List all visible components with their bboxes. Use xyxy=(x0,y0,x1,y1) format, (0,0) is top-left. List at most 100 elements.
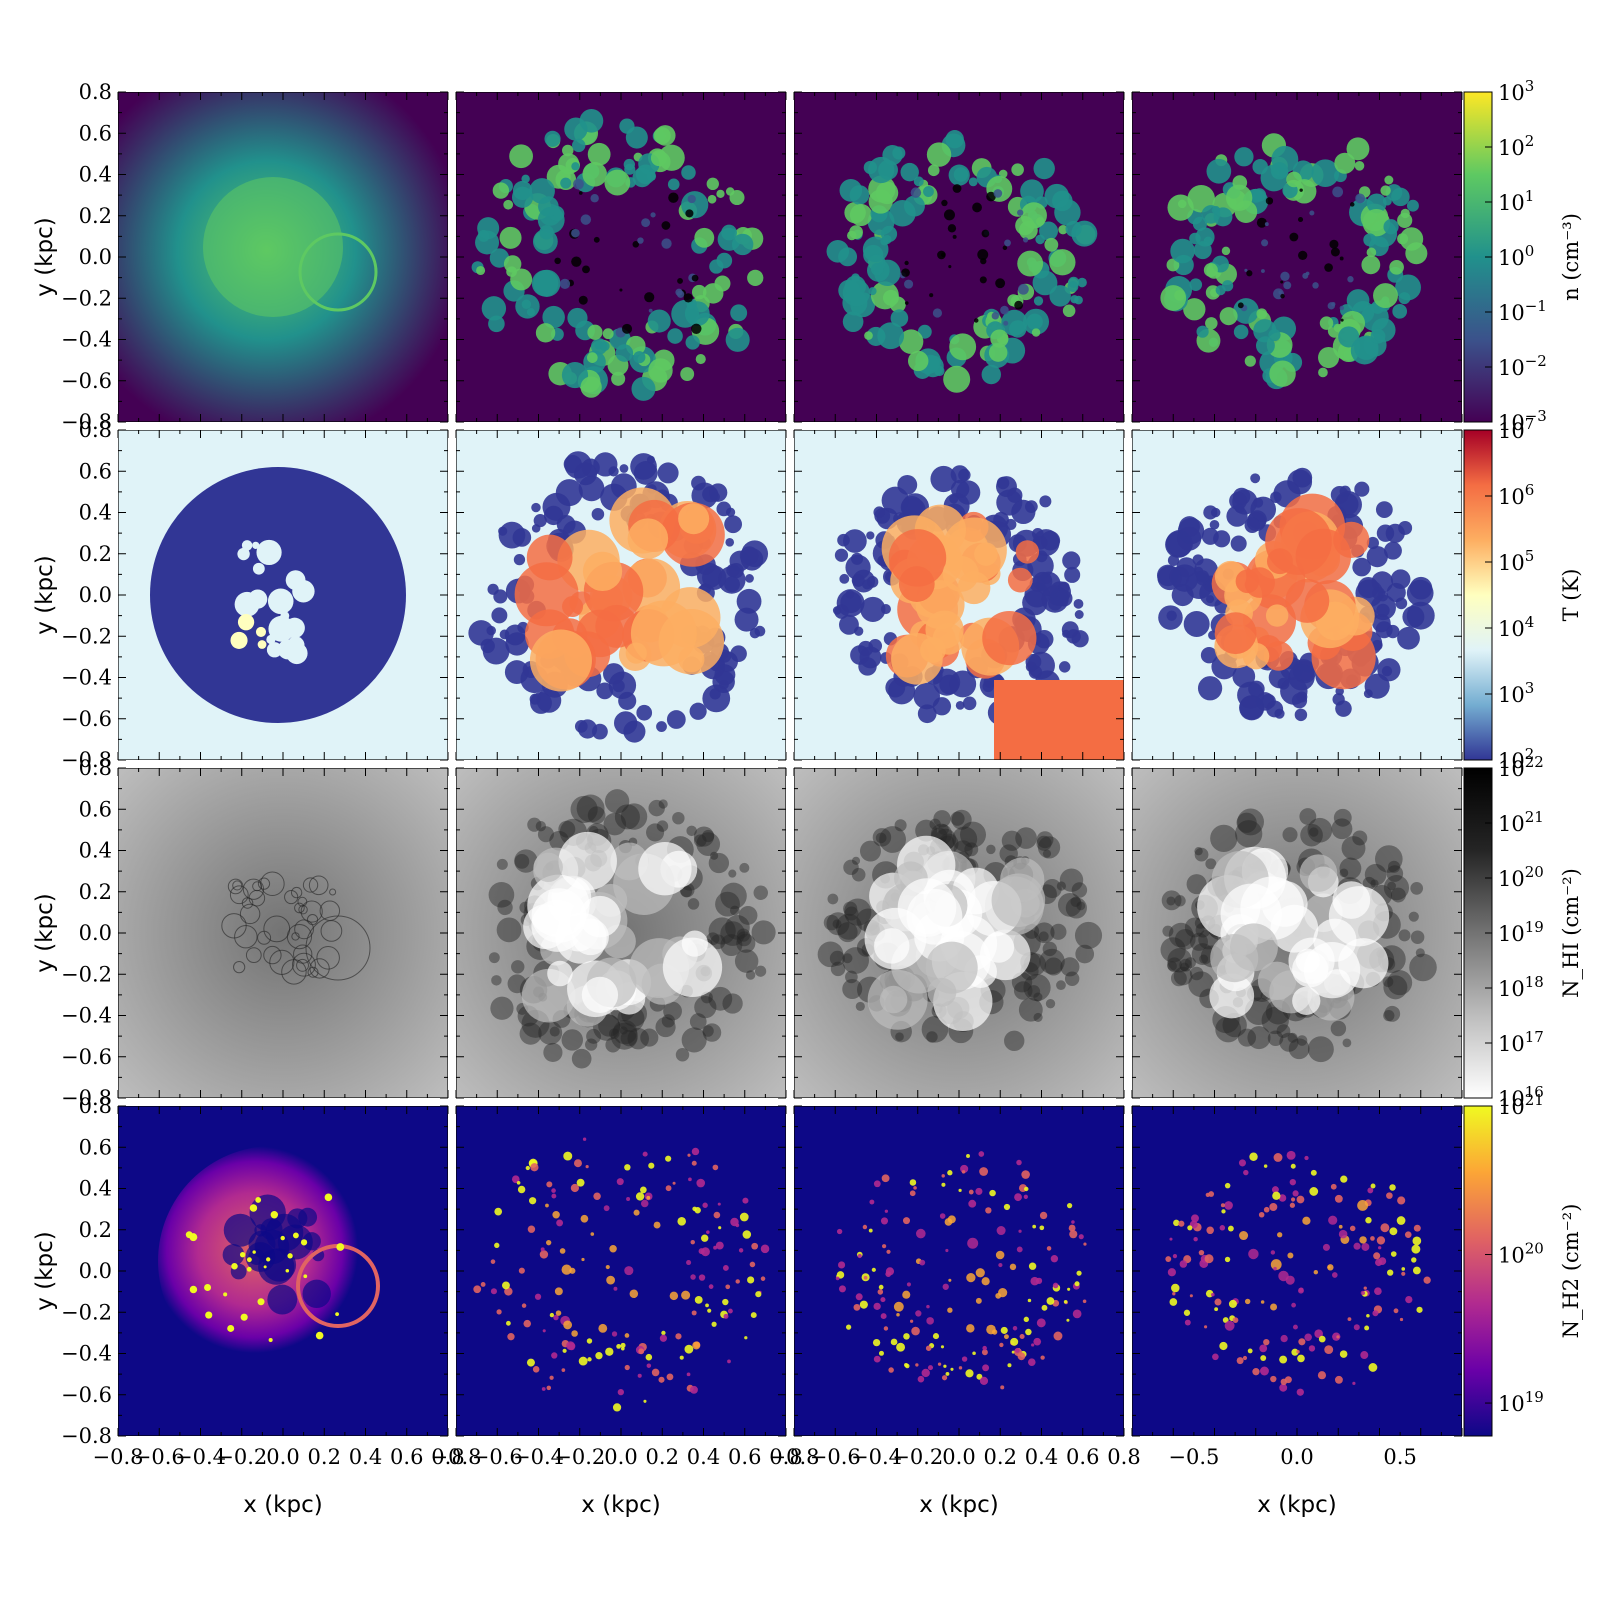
y-axis-label: y (kpc) xyxy=(32,893,58,972)
y-tick-label: −0.6 xyxy=(61,369,112,393)
x-tick-label: −0.2 xyxy=(892,1445,943,1469)
frame-ticks xyxy=(455,91,787,423)
frame-ticks xyxy=(455,767,787,1099)
colorbar-tick-label: 10−3 xyxy=(1498,407,1547,435)
x-tick-label: 0.6 xyxy=(390,1445,423,1469)
colorbar-row-2: 107 106 105 104 103 102 T (K) xyxy=(1463,415,1583,773)
y-tick-label: 0.6 xyxy=(79,121,112,145)
x-tick-label: 0.8 xyxy=(769,1445,802,1469)
colorbar-label: n (cm⁻³) xyxy=(1559,213,1583,301)
y-tick-label: 0.8 xyxy=(79,1094,112,1118)
colorbar-tick-label: 102 xyxy=(1498,132,1534,160)
y-tick-label: 0.2 xyxy=(79,880,112,904)
y-tick-label: −0.2 xyxy=(61,962,112,986)
y-tick-label: −0.4 xyxy=(61,1004,112,1028)
y-tick-label: 0.4 xyxy=(79,501,112,525)
y-tick-label: 0.4 xyxy=(79,1177,112,1201)
x-tick-label: 0.0 xyxy=(1280,1445,1313,1469)
colorbar-tick-label: 1020 xyxy=(1498,863,1544,891)
colorbar-tick-label: 10−1 xyxy=(1498,297,1547,325)
colorbar-tick-label: 100 xyxy=(1498,242,1534,270)
colorbar xyxy=(1463,429,1493,761)
panel-r1-c4 xyxy=(1132,92,1462,422)
colorbar-tick-label: 1022 xyxy=(1498,753,1544,781)
x-tick-label: −0.6 xyxy=(810,1445,861,1469)
panel-r2-c1 xyxy=(118,430,448,760)
x-tick-label: 0.2 xyxy=(308,1445,341,1469)
y-tick-label: −0.2 xyxy=(61,624,112,648)
y-tick-label: 0.6 xyxy=(79,797,112,821)
x-tick-label: 0.2 xyxy=(984,1445,1017,1469)
frame-ticks xyxy=(117,767,449,1099)
x-axis-label: x (kpc) xyxy=(919,1492,998,1518)
panel-r2-c3 xyxy=(794,430,1124,760)
y-tick-label: 0.2 xyxy=(79,1218,112,1242)
colorbar-tick-label: 1018 xyxy=(1498,973,1544,1001)
y-tick-label: 0.4 xyxy=(79,839,112,863)
colorbar-tick-label: 107 xyxy=(1498,415,1534,443)
frame-ticks xyxy=(1131,91,1463,423)
y-tick-label: 0.8 xyxy=(79,756,112,780)
colorbar-row-1: 103 102 101 100 10−1 10−2 10−3 n (cm⁻³) xyxy=(1463,77,1583,435)
x-tick-label: 0.5 xyxy=(1383,1445,1416,1469)
colorbar-label: N_H2 (cm⁻²) xyxy=(1559,1204,1583,1339)
panel-r1-c1 xyxy=(118,92,448,422)
frame-ticks xyxy=(1131,767,1463,1099)
y-axis-label: y (kpc) xyxy=(32,1231,58,1310)
y-tick-label: 0.8 xyxy=(79,418,112,442)
colorbar-tick-label: 1021 xyxy=(1498,808,1544,836)
frame-ticks xyxy=(793,767,1125,1099)
y-tick-label: −0.4 xyxy=(61,328,112,352)
x-tick-label: −0.4 xyxy=(175,1445,226,1469)
x-axis-label: x (kpc) xyxy=(243,1492,322,1518)
x-tick-label: −0.2 xyxy=(216,1445,267,1469)
x-axis-label: x (kpc) xyxy=(581,1492,660,1518)
x-tick-label: 0.4 xyxy=(349,1445,382,1469)
panel-r4-c2 xyxy=(456,1106,786,1436)
y-tick-label: −0.4 xyxy=(61,666,112,690)
panel-r3-c4 xyxy=(1132,768,1462,1098)
colorbar-row-3: 1022 1021 1020 1019 1018 1017 1016 N_HI (cm⁻²) xyxy=(1463,753,1583,1111)
y-tick-label: 0.0 xyxy=(79,921,112,945)
colorbar-tick-label: 104 xyxy=(1498,613,1534,641)
colorbar-label: T (K) xyxy=(1559,569,1583,622)
colorbar-tick-label: 1016 xyxy=(1498,1083,1544,1111)
colorbar-tick-label: 1017 xyxy=(1498,1028,1544,1056)
frame-ticks xyxy=(455,429,787,761)
panel-background xyxy=(456,1106,786,1436)
y-tick-label: −0.2 xyxy=(61,1300,112,1324)
frame-ticks xyxy=(793,91,1125,423)
y-tick-label: 0.6 xyxy=(79,1135,112,1159)
x-tick-label: 0.6 xyxy=(1066,1445,1099,1469)
colorbar-tick-label: 105 xyxy=(1498,547,1534,575)
panel-r2-c2 xyxy=(456,430,786,760)
y-tick-label: −0.6 xyxy=(61,1045,112,1069)
colorbar-tick-label: 102 xyxy=(1498,745,1534,773)
y-tick-label: 0.2 xyxy=(79,204,112,228)
panel-r3-c1 xyxy=(118,768,448,1098)
frame-ticks xyxy=(793,429,1125,761)
panel-r3-c2 xyxy=(456,768,786,1098)
x-tick-label: −0.2 xyxy=(554,1445,605,1469)
colorbar-tick-label: 10−2 xyxy=(1498,352,1547,380)
x-tick-label: −0.5 xyxy=(1168,1445,1219,1469)
panel-r4-c1 xyxy=(118,1106,448,1436)
x-tick-label: −0.4 xyxy=(851,1445,902,1469)
y-tick-label: −0.6 xyxy=(61,707,112,731)
panel-r2-c4 xyxy=(1132,430,1462,760)
y-tick-label: −0.8 xyxy=(61,748,112,772)
colorbar-tick-label: 106 xyxy=(1498,481,1534,509)
x-tick-label: 0.0 xyxy=(604,1445,637,1469)
colorbar-tick-label: 1019 xyxy=(1498,1388,1544,1416)
y-tick-label: 0.0 xyxy=(79,1259,112,1283)
y-tick-label: 0.8 xyxy=(79,80,112,104)
x-tick-label: 0.6 xyxy=(728,1445,761,1469)
colorbar-tick-label: 1019 xyxy=(1498,918,1544,946)
frame-ticks xyxy=(117,1105,449,1437)
y-tick-label: 0.6 xyxy=(79,459,112,483)
colorbar-tick-label: 101 xyxy=(1498,187,1534,215)
colorbar xyxy=(1463,1105,1493,1437)
x-tick-label: 0.0 xyxy=(942,1445,975,1469)
